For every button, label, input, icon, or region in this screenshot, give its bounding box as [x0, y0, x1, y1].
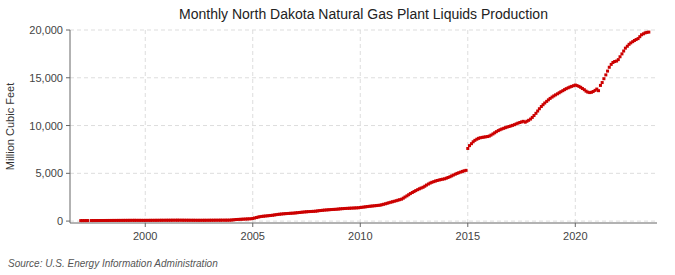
point — [619, 55, 622, 58]
grid-line — [70, 30, 657, 31]
grid-line — [145, 30, 146, 223]
grid-line — [70, 77, 657, 78]
tick-label: 5,000 — [35, 167, 63, 179]
points — [79, 31, 650, 223]
point — [599, 84, 602, 87]
tick-label: 15,000 — [29, 72, 63, 84]
tick-mark — [66, 221, 70, 222]
tick-label: 2000 — [133, 230, 157, 242]
grid-line — [70, 125, 657, 126]
point — [608, 66, 611, 69]
tick-label: 10,000 — [29, 120, 63, 132]
point — [465, 169, 468, 172]
tick-mark — [575, 223, 576, 227]
x-axis-line — [70, 223, 657, 224]
tick-label: 2005 — [241, 230, 265, 242]
tick-mark — [467, 223, 468, 227]
tick-mark — [66, 125, 70, 126]
point — [601, 81, 604, 84]
point — [620, 52, 623, 55]
tick-mark — [145, 223, 146, 227]
y-axis-line — [70, 30, 71, 223]
tick-mark — [360, 223, 361, 227]
title: Monthly North Dakota Natural Gas Plant L… — [179, 6, 548, 22]
point — [86, 219, 89, 222]
point — [622, 50, 625, 53]
y-axis-label: Million Cubic Feet — [4, 83, 16, 170]
grid-line — [360, 30, 361, 223]
grid-line — [575, 30, 576, 223]
annotation: Source: U.S. Energy Information Administ… — [8, 258, 218, 269]
point — [606, 70, 609, 73]
tick-mark — [66, 77, 70, 78]
tick-label: 2010 — [348, 230, 372, 242]
point — [647, 31, 650, 34]
point — [466, 147, 469, 150]
tick-mark — [66, 30, 70, 31]
point — [604, 73, 607, 76]
chart: Monthly North Dakota Natural Gas Plant L… — [0, 0, 675, 275]
point — [617, 58, 620, 61]
grid-line — [70, 173, 657, 174]
tick-label: 2020 — [563, 230, 587, 242]
grid — [70, 30, 657, 223]
point — [602, 77, 605, 80]
tick-label: 0 — [57, 215, 63, 227]
tick-mark — [252, 223, 253, 227]
tick-mark — [66, 173, 70, 174]
grid-line — [252, 30, 253, 223]
tick-label: 20,000 — [29, 24, 63, 36]
point — [597, 89, 600, 92]
axes: 0 5,000 10,000 15,000 20,000 2000 2005 2010 2015… — [29, 24, 657, 242]
grid-line — [467, 30, 468, 223]
tick-label: 2015 — [456, 230, 480, 242]
